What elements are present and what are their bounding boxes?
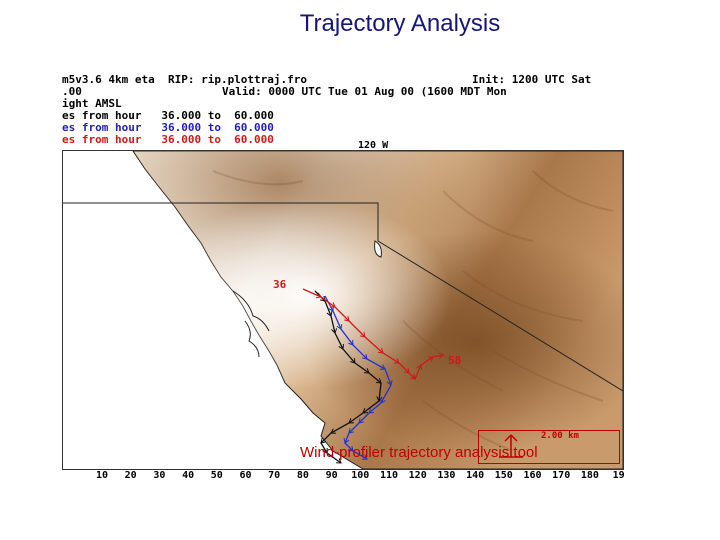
terrain-map xyxy=(62,150,624,470)
state-border xyxy=(63,202,623,392)
x-axis-tick-40: 40 xyxy=(182,470,195,481)
trajectory-blue-arrow xyxy=(380,397,386,404)
plot-header: m5v3.6 4km eta RIP: rip.plottraj.fro Ini… xyxy=(62,74,627,154)
header-line-6: es from hour 36.000 to 60.000 xyxy=(62,133,274,146)
trajectory-red-arrow xyxy=(393,358,400,364)
trajectory-blue-arrow xyxy=(328,305,334,312)
trajectory-start-label: 36 xyxy=(273,278,287,291)
longitude-label: 120 W xyxy=(358,140,389,151)
trajectory-blue-arrow xyxy=(348,339,354,346)
x-axis-tick-10: 10 xyxy=(95,470,109,481)
map-canvas xyxy=(63,151,623,469)
trajectory-red-arrow xyxy=(427,356,434,362)
header-line-2-left: .00 xyxy=(62,85,82,98)
trajectory-black-arrow xyxy=(363,368,370,374)
x-axis-tick-160: 160 xyxy=(523,470,542,481)
scale-label: 2.00 km xyxy=(541,431,579,441)
x-axis-tick-120: 120 xyxy=(408,470,427,481)
trajectory-black-arrow xyxy=(322,447,328,454)
trajectory-blue-arrow xyxy=(343,437,350,444)
x-axis-tick-100: 100 xyxy=(351,470,370,481)
x-axis-tick-70: 70 xyxy=(268,470,281,481)
trajectory-blue-arrow xyxy=(348,428,354,434)
header-line-1-left: m5v3.6 4km eta RIP: rip.plottraj.fro xyxy=(62,74,308,86)
trajectory-black-arrow xyxy=(326,310,333,317)
terrain-texture xyxy=(212,170,614,452)
x-axis-tick-19: 19 xyxy=(612,470,625,481)
trajectory-black-arrow xyxy=(350,357,356,364)
x-axis-tick-50: 50 xyxy=(210,470,223,481)
central-valley xyxy=(133,151,623,469)
trajectory-red xyxy=(302,288,444,381)
trajectory-black-arrow xyxy=(331,328,338,334)
x-axis-tick-20: 20 xyxy=(124,470,137,481)
header-line-1-right: Init: 1200 UTC Sat xyxy=(472,74,592,86)
trajectory-black-arrow xyxy=(320,438,326,444)
trajectory-blue-arrow xyxy=(368,408,375,414)
scale-bar: 2.00 km xyxy=(478,430,620,464)
trajectory-blue-arrow xyxy=(379,364,386,370)
x-axis-tick-90: 90 xyxy=(325,470,338,481)
trajectory-red-arrow xyxy=(410,374,416,380)
trajectory-red-arrow xyxy=(360,332,366,338)
x-axis-tick-30: 30 xyxy=(153,470,166,481)
trajectory-black-arrow xyxy=(375,378,382,384)
lake xyxy=(374,240,382,258)
trajectory-black-arrow xyxy=(348,418,355,424)
trajectory-red-arrow xyxy=(329,302,336,308)
x-axis-tick-130: 130 xyxy=(437,470,456,481)
trajectory-blue xyxy=(324,295,392,460)
bay-outline xyxy=(232,290,270,358)
trajectory-blue-arrow xyxy=(362,354,368,360)
trajectory-red-arrow xyxy=(315,292,322,299)
trajectory-red-arrow xyxy=(344,316,350,322)
trajectory-blue-arrow xyxy=(361,454,368,460)
trajectory-blue-arrow xyxy=(336,323,343,330)
trajectory-black-arrow xyxy=(320,296,326,302)
header-line-5: es from hour 36.000 to 60.000 xyxy=(62,121,274,134)
header-line-3: ight AMSL xyxy=(62,97,122,110)
x-axis-tick-180: 180 xyxy=(580,470,599,481)
trajectory-blue-arrow xyxy=(348,446,354,452)
trajectory-black-arrow xyxy=(362,408,369,414)
trajectory-red-arrow xyxy=(404,368,410,374)
trajectory-black-arrow xyxy=(330,428,337,434)
x-axis-tick-140: 140 xyxy=(466,470,485,481)
x-axis-tick-150: 150 xyxy=(494,470,513,481)
x-axis-tick-80: 80 xyxy=(296,470,309,481)
scale-arrow xyxy=(499,434,523,458)
trajectory-layer xyxy=(302,288,444,464)
header-line-4: es from hour 36.000 to 60.000 xyxy=(62,109,274,122)
trajectory-red-arrow xyxy=(377,348,384,354)
x-axis-tick-110: 110 xyxy=(379,470,399,481)
trajectory-red-arrow xyxy=(416,364,423,371)
trajectory-black-arrow xyxy=(338,343,345,350)
trajectory-black-arrow xyxy=(335,458,342,464)
trajectory-blue-arrow xyxy=(386,380,393,386)
x-axis: 10 20 30 40 50 60 70 80 90 100 110 120 130 140 150 160 1… xyxy=(62,470,627,484)
trajectory-red-arrow xyxy=(438,352,444,359)
x-axis-tick-60: 60 xyxy=(239,470,252,481)
caption: Wind-profiler trajectory analysis tool xyxy=(300,444,538,461)
header-line-2-right: Valid: 0000 UTC Tue 01 Aug 00 (1600 MDT … xyxy=(222,85,507,98)
trajectory-blue-arrow xyxy=(358,418,364,424)
trajectory-end-label: 58 xyxy=(448,354,462,367)
x-axis-tick-170: 170 xyxy=(552,470,571,481)
slide-title: Trajectory Analysis xyxy=(299,10,501,37)
